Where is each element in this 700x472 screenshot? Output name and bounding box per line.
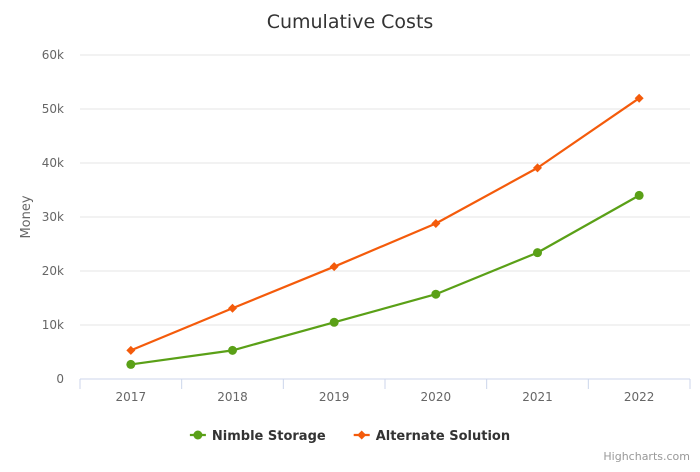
data-point-marker[interactable] xyxy=(431,218,441,228)
legend-label: Nimble Storage xyxy=(212,429,326,444)
y-tick-label: 20k xyxy=(42,264,64,278)
legend-marker-symbol xyxy=(357,430,367,440)
data-point-marker[interactable] xyxy=(431,289,441,299)
data-point-marker[interactable] xyxy=(228,345,237,355)
series-plot-area xyxy=(126,93,644,369)
x-tick-label: 2020 xyxy=(421,390,452,404)
legend-marker-symbol xyxy=(193,430,203,440)
y-tick-label: 10k xyxy=(42,318,64,332)
data-point-marker[interactable] xyxy=(533,248,542,258)
y-tick-label: 0 xyxy=(56,372,64,386)
credits-link[interactable]: Highcharts.com xyxy=(603,450,690,463)
data-point-marker[interactable] xyxy=(126,359,136,369)
data-point-marker[interactable] xyxy=(533,163,542,173)
legend-item-alternate-solution[interactable]: Alternate Solution xyxy=(353,429,510,444)
chart-title: Cumulative Costs xyxy=(267,11,434,33)
x-tick-label: 2022 xyxy=(624,390,655,404)
data-point-marker[interactable] xyxy=(634,190,644,200)
x-tick-label: 2017 xyxy=(116,390,147,404)
y-tick-label: 50k xyxy=(42,102,64,116)
series-line xyxy=(129,194,641,366)
y-axis-title: Money xyxy=(19,195,34,238)
y-tick-label: 30k xyxy=(42,210,64,224)
x-tick-label: 2021 xyxy=(522,390,553,404)
data-point-marker[interactable] xyxy=(329,317,339,327)
data-point-marker[interactable] xyxy=(634,93,644,103)
legend-label: Alternate Solution xyxy=(376,429,510,444)
series-alternate-solution xyxy=(126,93,644,355)
grid-lines xyxy=(80,54,690,326)
legend[interactable]: Nimble Storage Alternate Solution xyxy=(189,429,510,444)
data-point-marker[interactable] xyxy=(329,262,339,272)
x-tick-label: 2018 xyxy=(217,390,248,404)
data-point-marker[interactable] xyxy=(126,345,136,355)
y-tick-label: 40k xyxy=(42,156,64,170)
y-axis: 0 10k 20k 30k 40k 50k 60k xyxy=(42,48,64,386)
legend-item-nimble-storage[interactable]: Nimble Storage xyxy=(189,429,326,444)
x-axis: 2017 2018 2019 2020 2021 2022 xyxy=(79,378,691,404)
x-tick-label: 2019 xyxy=(319,390,350,404)
series-nimble-storage xyxy=(126,190,644,369)
data-point-marker[interactable] xyxy=(228,303,237,313)
y-tick-label: 60k xyxy=(42,48,64,62)
series-line xyxy=(129,97,641,352)
